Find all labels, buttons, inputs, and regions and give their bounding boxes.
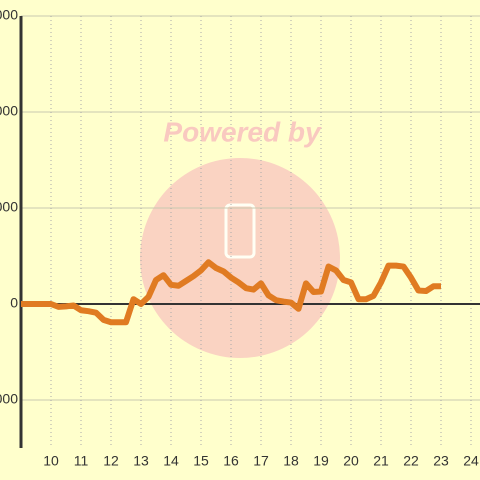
watermark: Powered by bbox=[163, 116, 322, 147]
y-tick-label: 4,000 bbox=[0, 103, 18, 119]
x-tick-label: 21 bbox=[373, 453, 389, 469]
x-tick-label: 12 bbox=[103, 453, 119, 469]
x-tick-label: 11 bbox=[74, 453, 89, 469]
x-tick-label: 19 bbox=[313, 453, 329, 469]
watermark-logo bbox=[140, 158, 340, 358]
x-tick-label: 22 bbox=[403, 453, 419, 469]
x-tick-label: 17 bbox=[253, 453, 269, 469]
x-tick-label: 10 bbox=[43, 453, 59, 469]
x-tick-label: 16 bbox=[223, 453, 239, 469]
y-tick-label: 6,000 bbox=[0, 7, 18, 23]
grid bbox=[21, 15, 480, 448]
x-tick-label: 20 bbox=[343, 453, 359, 469]
x-tick-label: 18 bbox=[283, 453, 299, 469]
y-tick-label: 0 bbox=[10, 295, 18, 311]
x-tick-label: 14 bbox=[163, 453, 179, 469]
x-tick-label: 15 bbox=[193, 453, 209, 469]
x-tick-label: 24 bbox=[463, 453, 479, 469]
line bbox=[21, 259, 441, 326]
y-tick-label: -2,000 bbox=[0, 391, 18, 407]
x-tick-label: 23 bbox=[433, 453, 449, 469]
y-tick-label: 2,000 bbox=[0, 199, 18, 215]
x-tick-label: 13 bbox=[133, 453, 149, 469]
